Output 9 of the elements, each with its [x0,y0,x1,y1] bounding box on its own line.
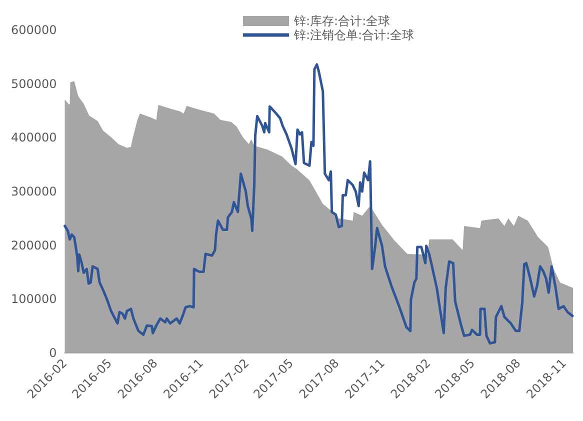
y-tick-label: 0 [49,346,57,360]
y-tick-label: 400000 [10,130,57,145]
legend-label: 锌:注销仓单:合计:全球 [293,28,414,42]
y-tick-label: 500000 [10,76,57,91]
y-tick-label: 200000 [10,238,57,252]
legend-label: 锌:库存:合计:全球 [293,14,390,28]
y-tick-label: 300000 [10,184,57,198]
y-tick-label: 100000 [10,292,57,306]
y-tick-label: 600000 [10,23,57,37]
